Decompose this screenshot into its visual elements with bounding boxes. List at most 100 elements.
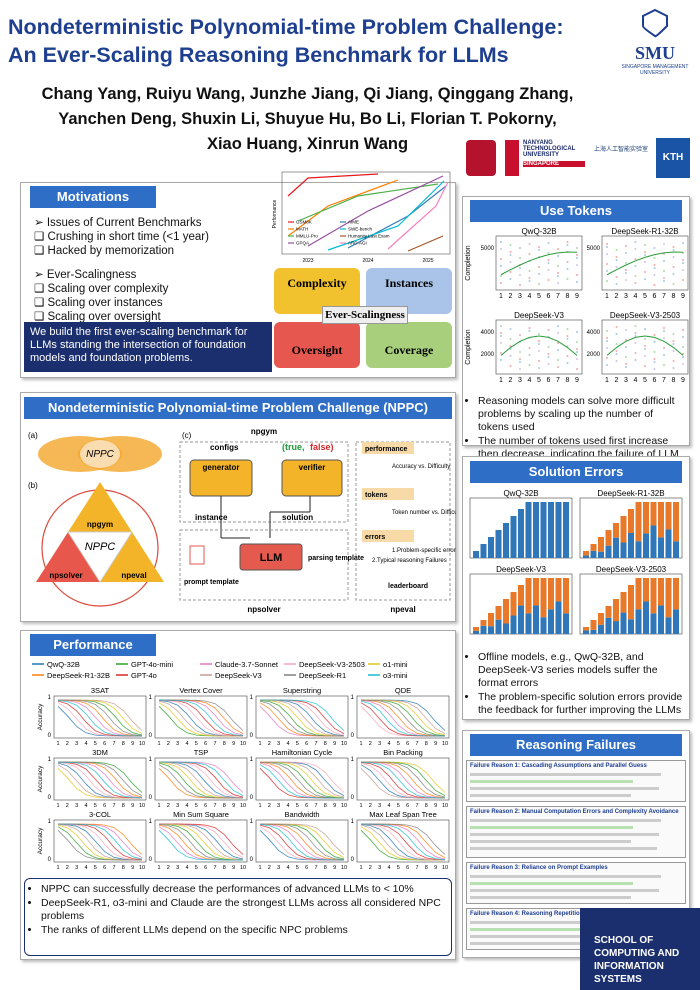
legend-label: MATH xyxy=(296,227,308,232)
scatter-dot xyxy=(672,367,675,369)
x-tick-label: 10 xyxy=(341,865,347,871)
npsolver-frame xyxy=(179,529,349,601)
scatter-dot xyxy=(576,264,578,266)
error-charts: QwQ-32B DeepSeek-R1-32B DeepSeek-V3 DeepSee… xyxy=(469,489,683,635)
scatter-dot xyxy=(663,270,665,272)
x-tick-label: 7 xyxy=(112,803,115,809)
curve xyxy=(361,761,446,798)
y-axis-label: Performance xyxy=(272,199,278,228)
x-tick-label: 9 xyxy=(333,865,336,871)
bullet: Reasoning models can solve more difficul… xyxy=(478,395,686,434)
scatter-dot xyxy=(538,350,540,352)
bar-seg xyxy=(503,599,509,624)
diagram-label: npsolver xyxy=(247,605,280,614)
y-tick-label: 0 xyxy=(48,857,52,863)
scatter-dot xyxy=(557,248,559,250)
scatter-dot xyxy=(634,248,637,250)
panel-title: 3DM xyxy=(92,748,108,757)
x-tick-label: 9 xyxy=(333,741,336,747)
scatter-dot xyxy=(519,257,521,259)
scatter-dot xyxy=(663,253,665,255)
text-line xyxy=(470,780,634,783)
text-line xyxy=(470,935,659,938)
scatter-dot xyxy=(682,336,684,338)
diagram-label: Token number vs. Difficulty xyxy=(392,510,456,516)
checkbox: ❑ xyxy=(34,231,48,243)
scatter-dot xyxy=(538,283,540,285)
y-tick-label: 1 xyxy=(48,757,52,763)
item-text: Scaling over instances xyxy=(47,297,163,309)
panel-title: DeepSeek-V3-2503 xyxy=(596,565,667,574)
bar-seg xyxy=(643,533,649,558)
scatter-dot xyxy=(663,337,665,339)
bar-seg xyxy=(525,613,532,634)
legend-label: GPT-4o-mini xyxy=(131,660,173,669)
legend-label: o1-mini xyxy=(383,660,408,669)
legend-label: DeepSeek-V3 xyxy=(215,671,262,680)
legend-label: DeepSeek-R1-32B xyxy=(47,671,110,680)
failure-box: Failure Reason 3: Reliance on Prompt Exa… xyxy=(466,862,686,904)
scatter-dot xyxy=(547,329,550,331)
y-tick-label: 1 xyxy=(149,757,153,763)
x-tick-label: 10 xyxy=(139,803,145,809)
scatter-dot xyxy=(509,365,512,367)
title-line: An Ever-Scaling Reasoning Benchmark for … xyxy=(8,43,509,67)
x-tick-label: 8 xyxy=(566,293,570,300)
panel-frame xyxy=(255,819,349,863)
x-tick-label: 2 xyxy=(268,741,271,747)
legend-label: DeepSeek-V3-2503 xyxy=(299,660,365,669)
bar-seg xyxy=(533,502,539,558)
y-axis-label: Completion xyxy=(465,329,472,365)
scatter-dot xyxy=(519,267,521,269)
panel-title: Bandwidth xyxy=(284,810,319,819)
scatter-dot xyxy=(663,243,665,245)
y-tick-label: 0 xyxy=(250,733,254,739)
performance-findings: NPPC can successfully decrease the perfo… xyxy=(24,878,452,956)
scatter-dot xyxy=(538,266,540,268)
quadrant-cell: Oversight xyxy=(274,322,360,368)
scatter-dot xyxy=(566,362,569,364)
scatter-dot xyxy=(547,356,550,358)
scatter-dot xyxy=(634,359,637,361)
failure-list: Failure Reason 1: Cascading Assumptions … xyxy=(466,760,686,954)
x-tick-label: 1 xyxy=(157,803,160,809)
bar-seg xyxy=(495,606,502,620)
tri-right xyxy=(100,532,164,582)
mean-line xyxy=(500,335,578,356)
diagram-label: npgym xyxy=(251,427,277,436)
bar-seg xyxy=(555,601,562,634)
x-tick-label: 10 xyxy=(341,741,347,747)
curve xyxy=(158,700,243,737)
diagram-label: errors xyxy=(365,534,385,541)
scatter-dot xyxy=(528,354,531,356)
curve xyxy=(57,761,143,799)
quadrant: Complexity Instances Oversight Coverage Ever… xyxy=(274,268,454,374)
bar-seg xyxy=(658,605,664,634)
scatter-dot xyxy=(538,273,540,275)
bar-seg xyxy=(488,537,494,558)
x-tick-label: 7 xyxy=(213,865,216,871)
scatter-dot xyxy=(566,355,569,357)
panel-frame xyxy=(255,757,349,801)
scatter-dot xyxy=(500,342,502,344)
x-tick-label: 1 xyxy=(359,741,362,747)
scatter-dot xyxy=(625,339,627,341)
scatter-dot xyxy=(576,257,578,259)
panel-title: QDE xyxy=(395,686,411,695)
curve xyxy=(259,699,345,737)
y-tick-label: 1 xyxy=(351,757,355,763)
y-tick-label: 0 xyxy=(149,857,153,863)
checkbox: ❑ xyxy=(34,245,48,257)
bar-seg xyxy=(643,578,649,602)
x-tick-label: 2 xyxy=(167,865,170,871)
curve xyxy=(57,761,143,799)
bar-seg xyxy=(525,578,532,614)
curve xyxy=(158,823,244,860)
scatter-dot xyxy=(557,366,559,368)
scatter-dot xyxy=(519,334,521,336)
curve xyxy=(259,699,345,737)
x-tick-label: 4 xyxy=(286,803,289,809)
scatter-dot xyxy=(528,253,531,255)
curve xyxy=(57,700,143,737)
authors: Xiao Huang, Xinrun Wang xyxy=(206,135,409,153)
